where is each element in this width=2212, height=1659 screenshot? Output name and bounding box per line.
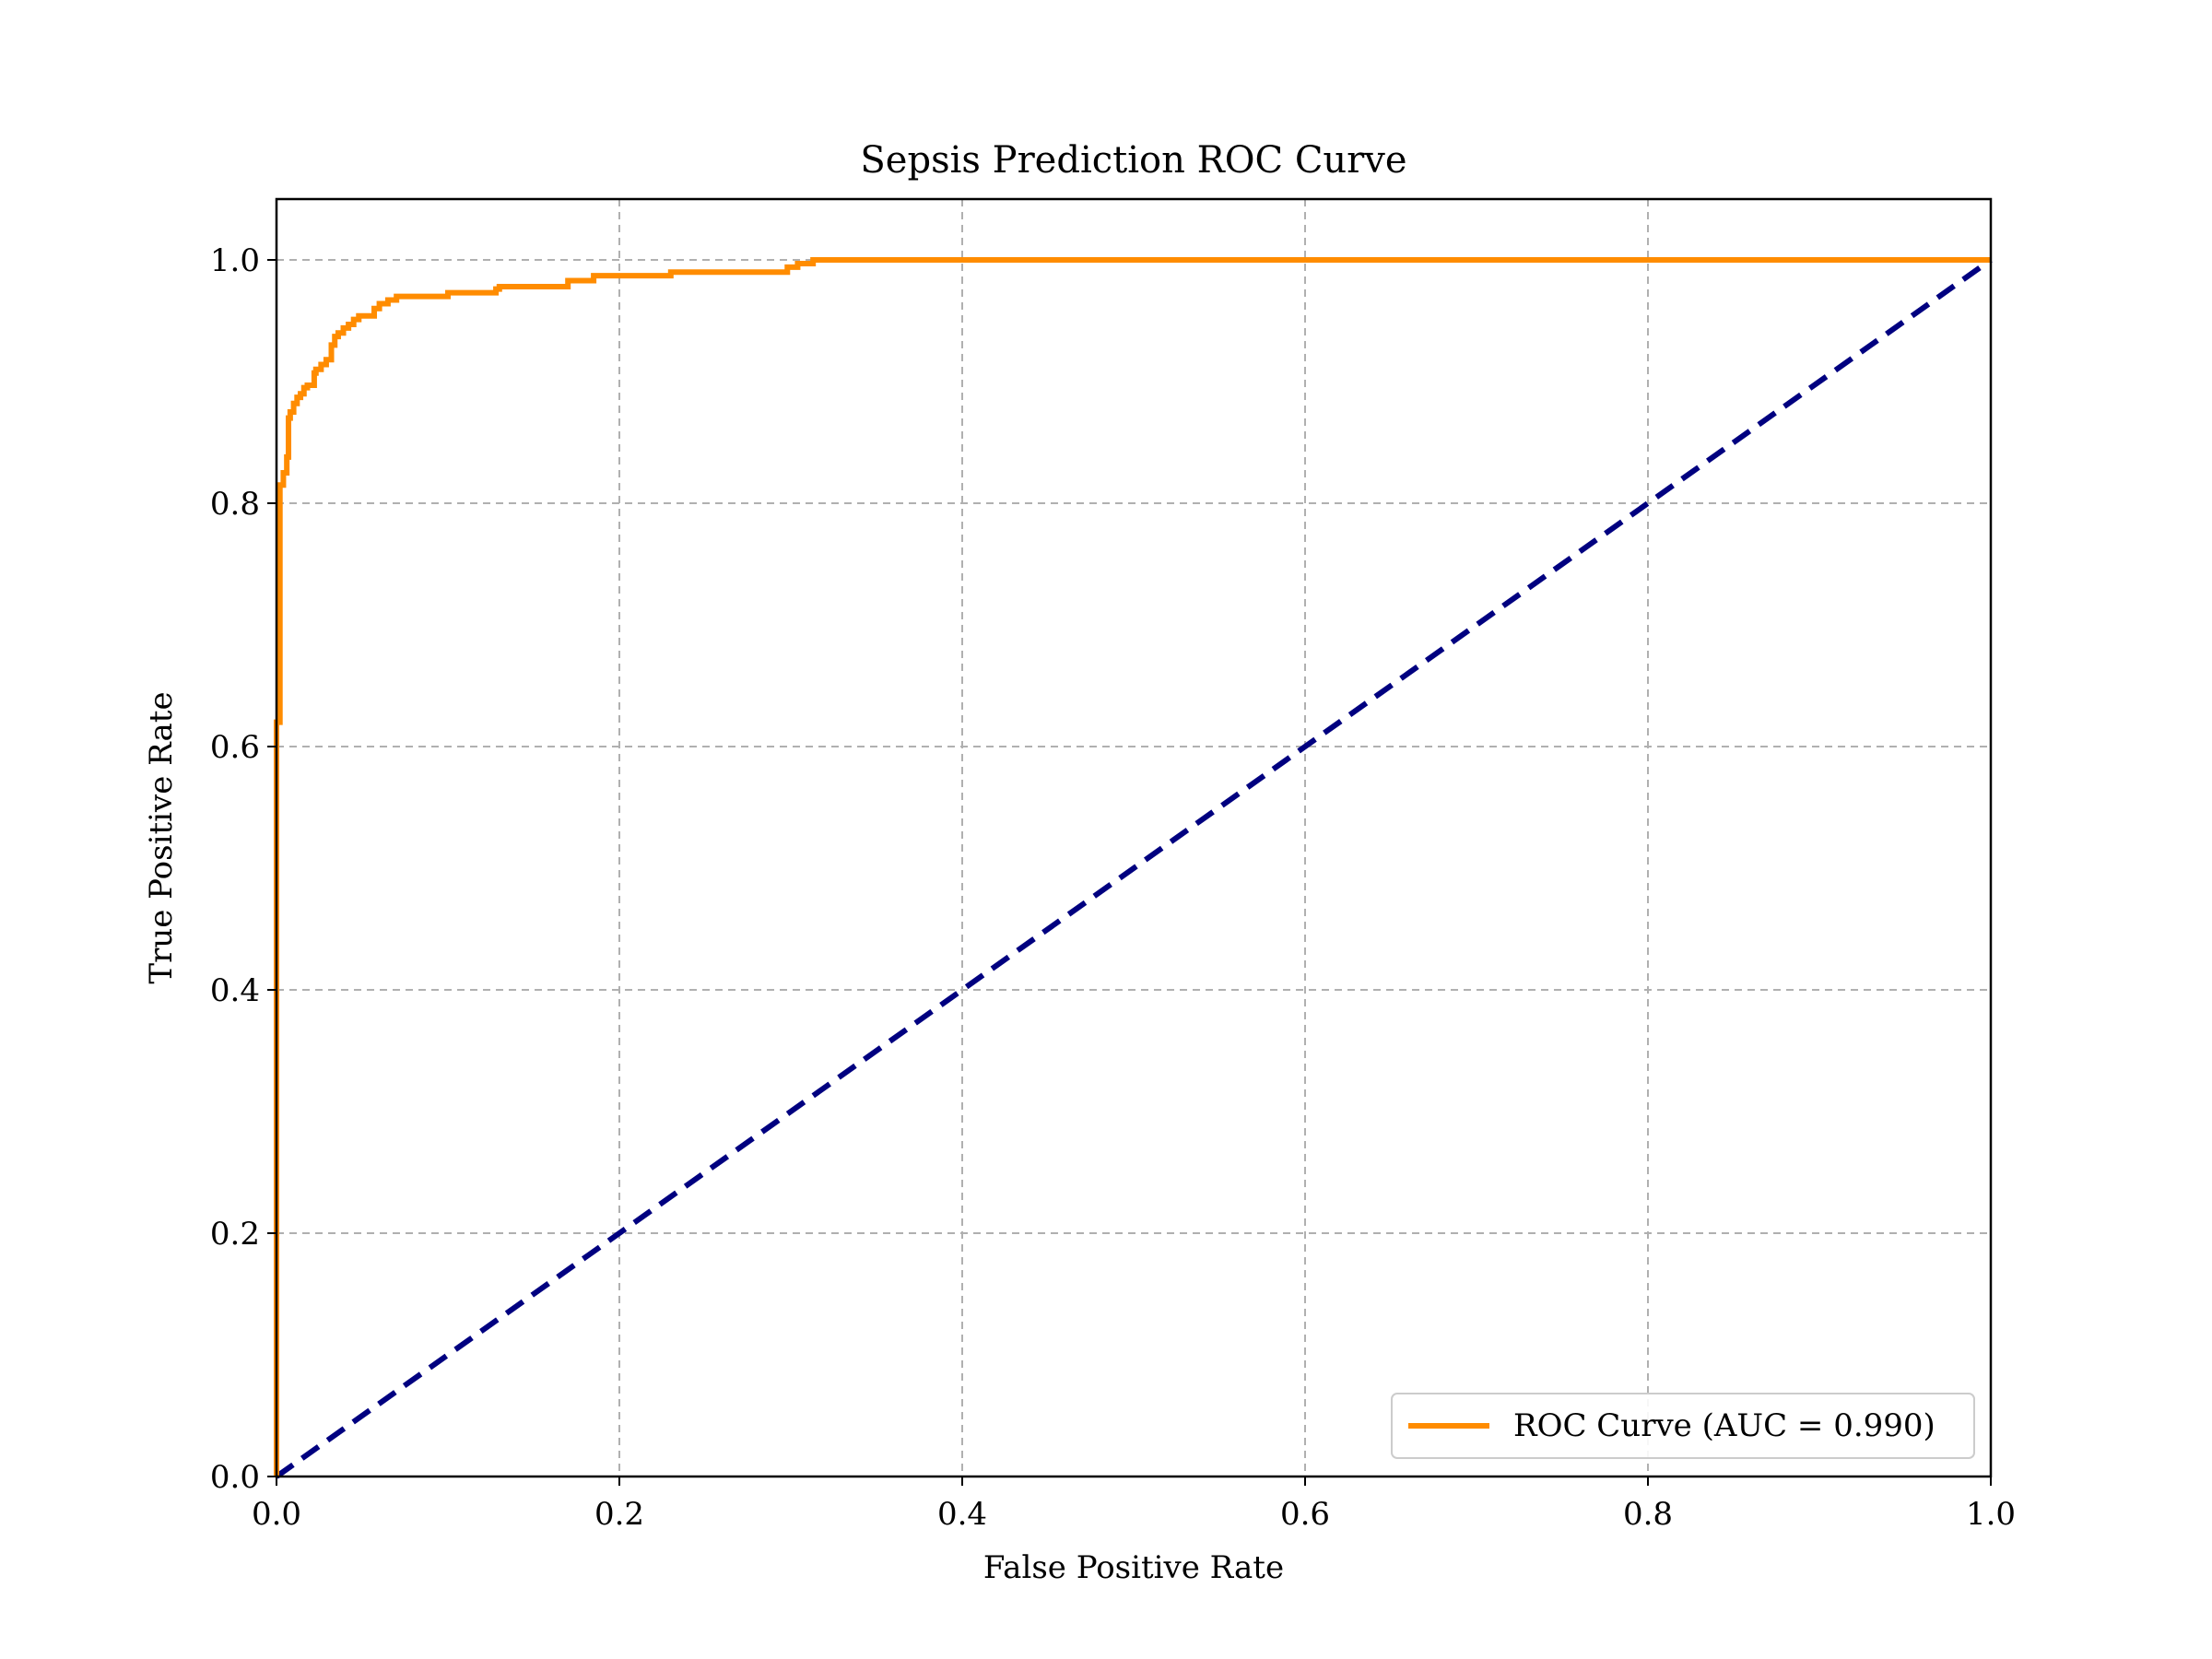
x-tick-label-4: 0.8 [1623,1496,1673,1533]
y-tick-label-4: 0.8 [210,486,260,523]
plot-area-frame [275,197,1993,1478]
series-lines [274,257,1993,1479]
random-classifier-diagonal-line [275,257,1993,1479]
legend: ROC Curve (AUC = 0.990) [1391,1393,1975,1459]
x-axis-label: False Positive Rate [983,1549,1284,1586]
axis-ticks: 0.0 0.2 0.4 0.6 0.8 1.0 0.0 0.2 0.4 0.6 0.8 1.0 [210,242,2016,1533]
x-tick-label-0: 0.0 [252,1496,301,1533]
y-tick-label-2: 0.4 [210,972,260,1009]
x-tick-label-2: 0.4 [937,1496,987,1533]
x-tick-label-1: 0.2 [594,1496,644,1533]
legend-box [1391,1393,1975,1459]
x-tick-label-3: 0.6 [1280,1496,1330,1533]
chart-title: Sepsis Prediction ROC Curve [860,139,1406,182]
y-tick-label-5: 1.0 [210,242,260,279]
y-tick-label-0: 0.0 [210,1459,260,1496]
y-tick-label-3: 0.6 [210,729,260,766]
x-tick-label-5: 1.0 [1966,1496,2016,1533]
legend-label-roc-curve: ROC Curve (AUC = 0.990) [1513,1407,1936,1444]
y-tick-label-1: 0.2 [210,1216,260,1253]
y-axis-label: True Positive Rate [143,691,180,983]
roc-curve-line [274,257,1991,1477]
